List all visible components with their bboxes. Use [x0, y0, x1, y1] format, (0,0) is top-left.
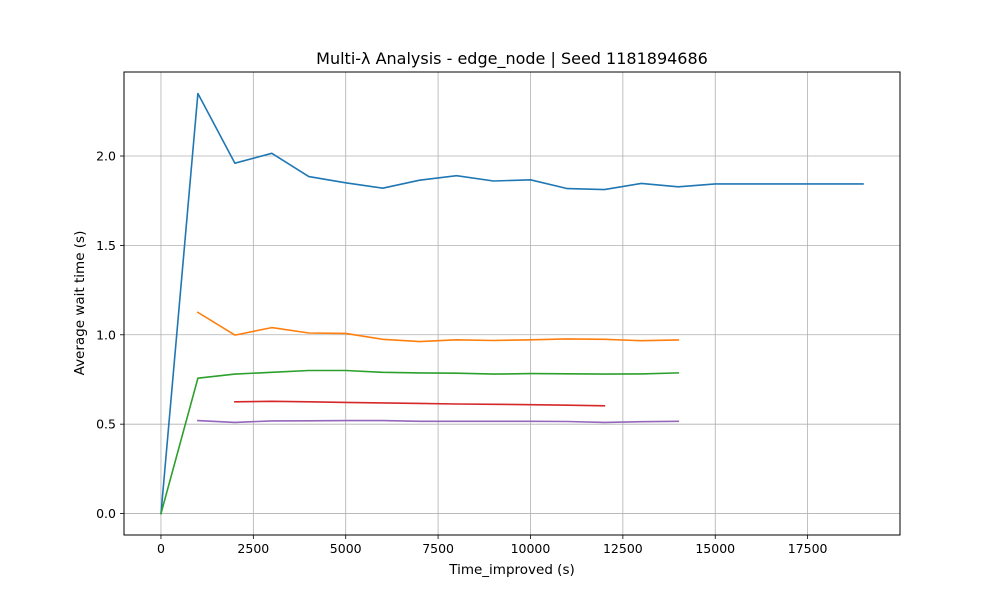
series-line-4	[234, 400, 606, 407]
y-tick-label: 1.0	[96, 327, 116, 342]
y-axis-label: Average wait time (s)	[72, 231, 88, 376]
x-tick-label: 5000	[330, 541, 362, 556]
series-line-2	[196, 311, 680, 343]
x-axis-ticks: 0 2500 5000 7500 10000 12500 15000 17500	[157, 535, 828, 556]
series-lines	[160, 92, 864, 515]
series-line-3	[160, 369, 680, 515]
y-tick-label: 1.5	[96, 238, 116, 253]
x-tick-label: 17500	[788, 541, 828, 556]
x-tick-label: 7500	[422, 541, 454, 556]
chart-title: Multi-λ Analysis - edge_node | Seed 1181…	[316, 49, 708, 69]
y-tick-label: 2.0	[96, 149, 116, 164]
plot-frame	[123, 71, 901, 536]
y-tick-label: 0.0	[96, 506, 116, 521]
x-tick-label: 15000	[695, 541, 735, 556]
x-tick-label: 10000	[511, 541, 551, 556]
x-tick-label: 2500	[237, 541, 269, 556]
series-line-1	[160, 92, 864, 515]
x-axis-label: Time_improved (s)	[448, 562, 575, 578]
y-axis-ticks: 0.0 0.5 1.0 1.5 2.0	[96, 149, 124, 521]
x-tick-label: 12500	[603, 541, 643, 556]
y-tick-label: 0.5	[96, 417, 116, 432]
x-tick-label: 0	[157, 541, 165, 556]
series-line-5	[197, 419, 680, 424]
grid-lines	[124, 72, 900, 535]
